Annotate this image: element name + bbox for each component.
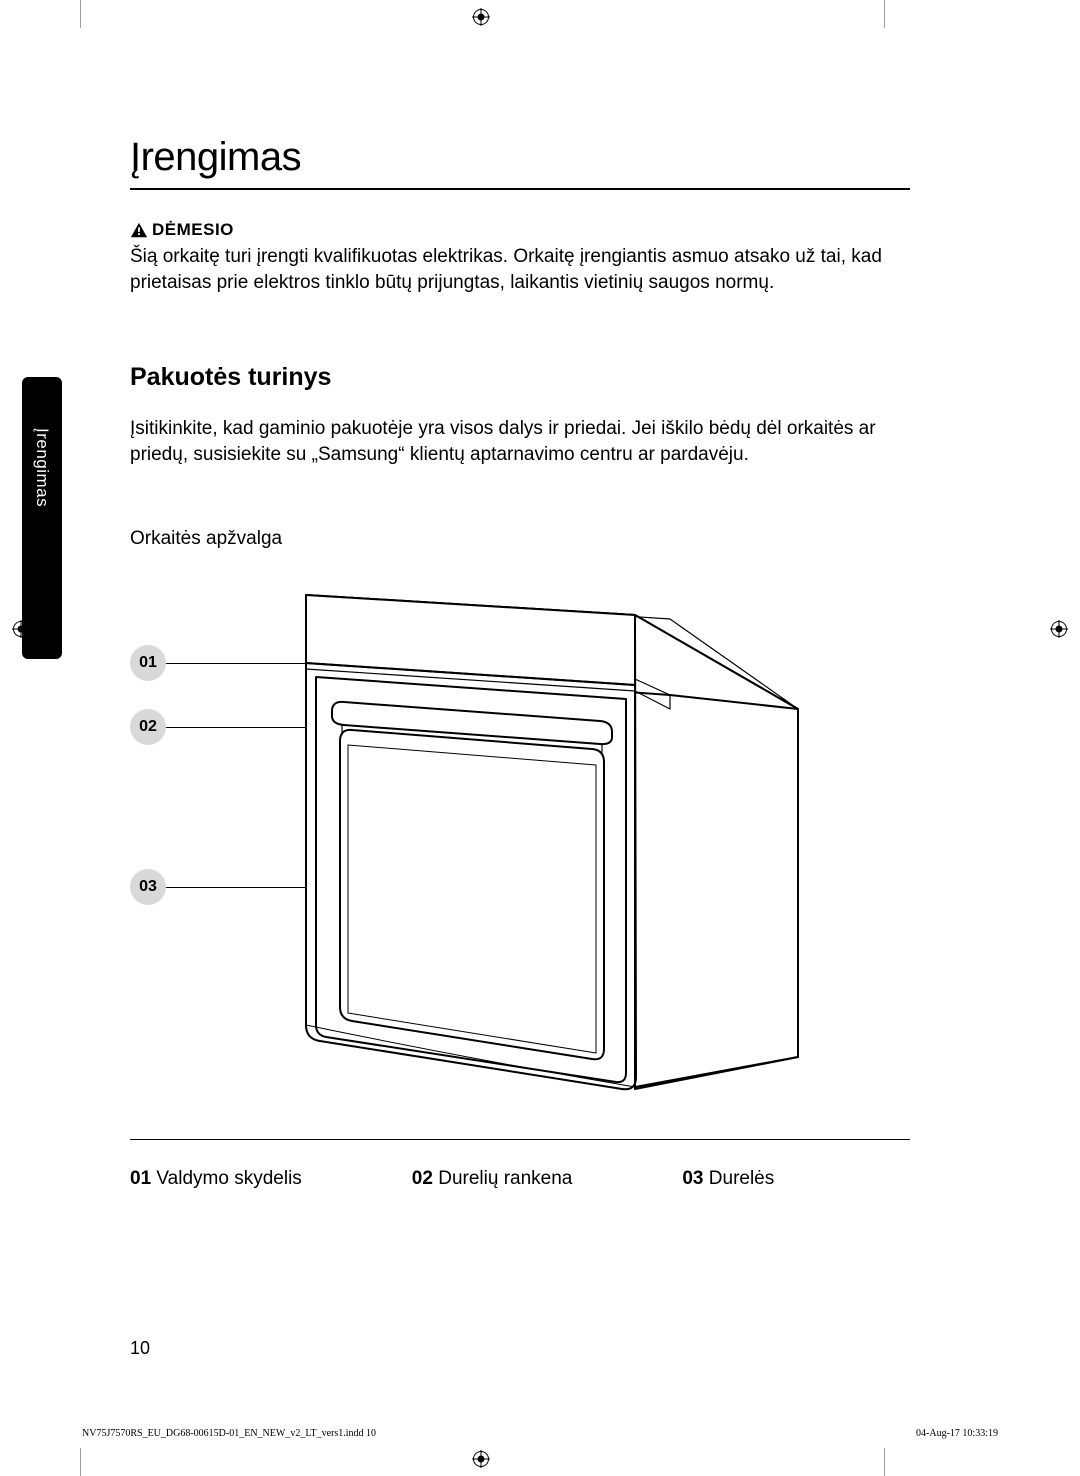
legend: 01 Valdymo skydelis 02 Durelių rankena 0…	[130, 1168, 910, 1190]
warning-body: Šią orkaitę turi įrengti kvalifikuotas e…	[130, 244, 910, 295]
registration-mark-icon	[1050, 620, 1068, 638]
legend-num: 02	[412, 1168, 433, 1189]
legend-num: 03	[682, 1168, 703, 1189]
legend-item: 01 Valdymo skydelis	[130, 1168, 302, 1190]
legend-item: 03 Durelės	[682, 1168, 774, 1190]
legend-text: Durelių rankena	[438, 1168, 572, 1189]
section-intro: Įsitikinkite, kad gaminio pakuotėje yra …	[130, 416, 910, 467]
legend-item: 02 Durelių rankena	[412, 1168, 573, 1190]
content-area: Įrengimas Įrengimas DĖMESIO Šią orkaitę …	[130, 135, 910, 1190]
oven-svg	[270, 569, 830, 1109]
legend-rule	[130, 1139, 910, 1140]
side-tab: Įrengimas	[22, 377, 62, 659]
callout-bubble: 02	[130, 709, 166, 745]
legend-text: Durelės	[709, 1168, 774, 1189]
footer-date: 04-Aug-17 10:33:19	[916, 1428, 998, 1439]
legend-num: 01	[130, 1168, 151, 1189]
callout-bubble: 01	[130, 645, 166, 681]
side-tab-label: Įrengimas	[32, 428, 52, 507]
oven-diagram: 01 02 03	[130, 569, 910, 1109]
page: Įrengimas Įrengimas DĖMESIO Šią orkaitę …	[80, 15, 1000, 1455]
footer-file: NV75J7570RS_EU_DG68-00615D-01_EN_NEW_v2_…	[82, 1428, 376, 1439]
warning-label-text: DĖMESIO	[152, 220, 234, 240]
warning-heading: DĖMESIO	[130, 220, 910, 240]
section-heading: Pakuotės turinys	[130, 363, 910, 392]
legend-text: Valdymo skydelis	[156, 1168, 301, 1189]
subheading: Orkaitės apžvalga	[130, 526, 910, 552]
footer: NV75J7570RS_EU_DG68-00615D-01_EN_NEW_v2_…	[80, 1428, 1000, 1439]
page-title: Įrengimas	[130, 135, 910, 190]
callout-bubble: 03	[130, 869, 166, 905]
warning-icon	[130, 222, 148, 238]
page-number: 10	[130, 1338, 150, 1359]
